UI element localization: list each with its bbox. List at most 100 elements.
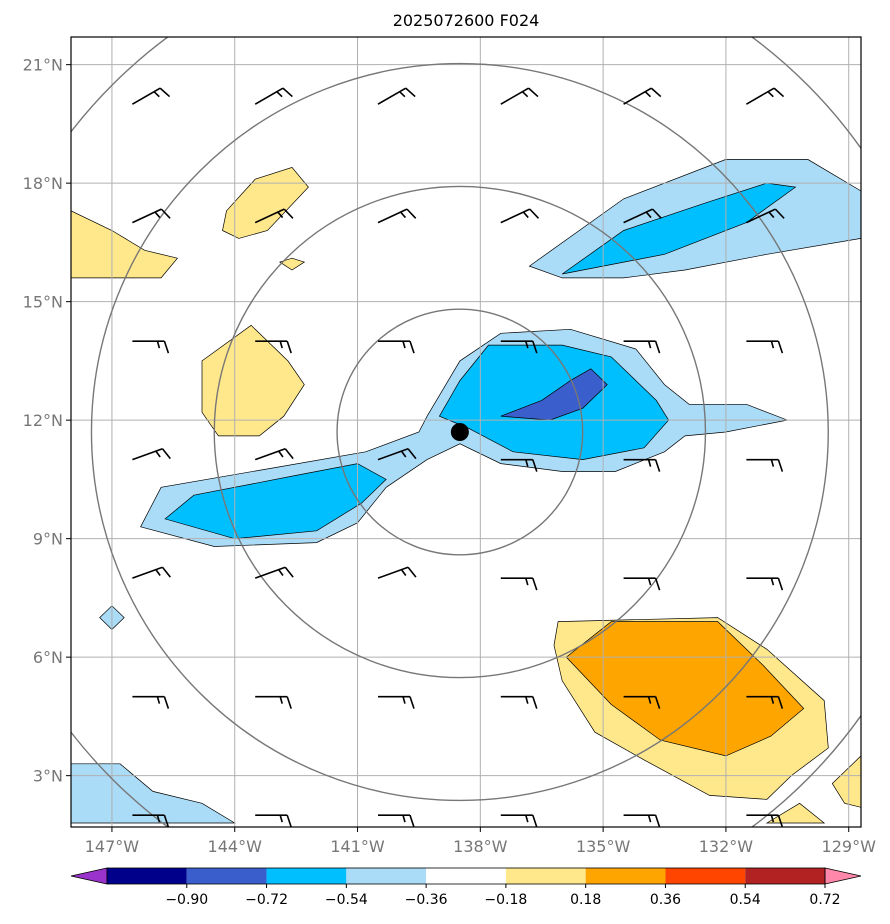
colorbar-segment — [745, 868, 825, 884]
colorbar-extend-low — [70, 867, 108, 885]
wind-barb — [254, 566, 294, 579]
wind-barb — [746, 458, 784, 472]
wind-barb — [869, 697, 890, 709]
colorbar-tick-label: 0.72 — [809, 892, 840, 908]
range-ring — [336, 308, 584, 556]
latitude-tick-label: 18°N — [23, 174, 63, 193]
wind-barb — [377, 447, 417, 461]
longitude-tick-label: 144°W — [208, 837, 263, 856]
colorbar-tick-label: −0.18 — [484, 892, 527, 908]
wind-barb — [500, 340, 538, 354]
latitude-tick-label: 6°N — [33, 648, 63, 667]
colorbar-segment — [585, 868, 666, 884]
contour-line — [565, 621, 805, 757]
longitude-tick-label: 141°W — [330, 837, 385, 856]
longitude-tick-label: 138°W — [453, 837, 508, 856]
wind-barb — [869, 815, 890, 827]
wind-barb — [746, 340, 784, 354]
latitude-tick-label: 9°N — [33, 530, 63, 549]
wind-barb — [377, 566, 417, 579]
wind-barb — [745, 87, 785, 105]
wind-barb — [377, 87, 416, 105]
colorbar-tick-label: −0.90 — [165, 892, 208, 908]
wind-barb — [377, 208, 417, 224]
contour-layer — [71, 159, 861, 824]
anomaly-region — [71, 210, 178, 278]
anomaly-region — [766, 803, 825, 823]
wind-barb — [254, 208, 294, 224]
colorbar-segment — [186, 868, 267, 884]
wind-barb — [377, 814, 415, 827]
contour-line — [438, 344, 670, 460]
wind-barb — [132, 814, 170, 827]
wind-barb — [132, 695, 170, 709]
latitude-tick-label: 12°N — [23, 411, 63, 430]
wind-barb-layer — [131, 86, 890, 827]
wind-barb — [500, 814, 538, 827]
contour-line — [553, 617, 829, 800]
wind-barb — [746, 695, 784, 709]
anomaly-region — [566, 621, 804, 756]
wind-barb — [254, 447, 294, 461]
wind-barb — [377, 340, 415, 354]
wind-barb — [500, 208, 540, 224]
wind-barb — [255, 340, 292, 354]
wind-barb — [377, 695, 415, 709]
colorbar-segment — [266, 868, 347, 884]
anomaly-region — [562, 183, 796, 274]
colorbar-tick-label: −0.36 — [405, 892, 448, 908]
contour-line — [561, 182, 797, 275]
colorbar-tick-label: −0.54 — [325, 892, 368, 908]
anomaly-region — [279, 258, 305, 270]
contour-line — [71, 763, 236, 824]
colorbar-segment — [665, 868, 746, 884]
wind-barb — [132, 447, 171, 461]
longitude-axis: 147°W 144°W 141°W 138°W 135°W 132°W 129°W — [85, 827, 876, 856]
range-ring — [90, 62, 829, 802]
longitude-tick-label: 129°W — [822, 837, 877, 856]
contour-line — [140, 328, 789, 547]
wind-barb — [623, 577, 661, 591]
map-title: 2025072600 F024 — [393, 11, 540, 30]
latitude-tick-label: 15°N — [23, 293, 63, 312]
wind-barb — [500, 577, 538, 591]
wind-barb — [132, 340, 170, 354]
wind-barb — [623, 340, 661, 354]
wind-barb — [869, 207, 890, 233]
storm-center-marker — [450, 423, 469, 441]
wind-barb — [869, 86, 890, 114]
colorbar-segment — [505, 868, 586, 884]
wind-barb — [623, 87, 662, 105]
wind-barb — [869, 341, 890, 353]
anomaly-region — [165, 463, 387, 539]
longitude-tick-label: 132°W — [699, 837, 754, 856]
wind-barb — [255, 695, 292, 709]
range-ring — [213, 185, 707, 679]
latitude-axis: 21°N 18°N 15°N 12°N 9°N 6°N 3°N — [23, 56, 71, 786]
wind-barb — [255, 814, 292, 827]
colorbar-segment — [346, 868, 427, 884]
longitude-tick-label: 135°W — [576, 837, 631, 856]
contour-line — [500, 368, 608, 421]
colorbar-segment — [107, 868, 187, 884]
anomaly-region — [222, 167, 309, 239]
longitude-tick-label: 147°W — [85, 837, 140, 856]
colorbar-extend-high — [824, 867, 862, 885]
contour-line — [164, 463, 387, 540]
wind-barb — [131, 87, 171, 105]
wind-barb — [254, 87, 293, 105]
contour-line — [765, 802, 826, 824]
colorbar-tick-label: 0.36 — [650, 892, 681, 908]
wind-barb — [500, 87, 539, 105]
wind-barb — [746, 577, 784, 591]
wind-barb — [746, 814, 784, 827]
wind-barb — [132, 208, 171, 224]
latitude-tick-label: 21°N — [23, 56, 63, 75]
wind-barb — [500, 458, 538, 472]
gridline-layer — [71, 37, 861, 827]
wind-barb — [869, 578, 890, 590]
latitude-tick-label: 3°N — [33, 767, 63, 786]
contour-line — [831, 755, 861, 808]
